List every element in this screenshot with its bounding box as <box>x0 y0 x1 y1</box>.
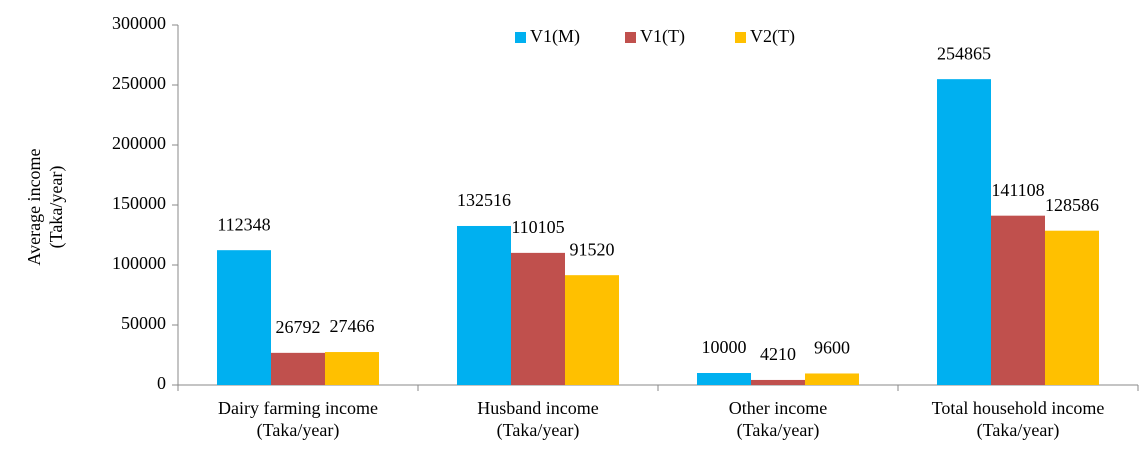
legend-label: V1(M) <box>530 26 580 47</box>
y-tick-label: 50000 <box>121 313 166 333</box>
legend-swatch <box>735 32 746 43</box>
y-axis-label: Average income (Taka/year) <box>24 148 66 266</box>
legend-label: V2(T) <box>750 26 795 47</box>
y-tick-label: 250000 <box>112 73 166 93</box>
y-tick-label: 200000 <box>112 133 166 153</box>
value-label: 132516 <box>457 190 511 210</box>
value-label: 254865 <box>937 43 991 63</box>
legend-label: V1(T) <box>640 26 685 47</box>
value-label: 110105 <box>511 217 564 237</box>
bar <box>565 275 619 385</box>
bar <box>1045 230 1099 385</box>
y-tick-label: 300000 <box>112 13 166 33</box>
value-label: 141108 <box>991 180 1044 200</box>
bar <box>511 252 565 385</box>
value-label: 112348 <box>217 214 270 234</box>
value-label: 9600 <box>814 338 850 358</box>
x-tick-label: Husband income (Taka/year) <box>477 398 599 440</box>
x-tick-label: Total household income (Taka/year) <box>931 398 1105 440</box>
value-label: 128586 <box>1045 195 1099 215</box>
y-tick-label: 0 <box>157 373 166 393</box>
legend-swatch <box>625 32 636 43</box>
bar <box>937 79 991 386</box>
value-label: 4210 <box>760 344 796 364</box>
value-label: 91520 <box>570 239 615 259</box>
bar <box>751 379 805 385</box>
bar <box>271 352 325 385</box>
x-tick-label: Dairy farming income (Taka/year) <box>218 398 378 440</box>
bar <box>457 225 511 385</box>
bar <box>697 373 751 385</box>
value-label: 26792 <box>276 317 321 337</box>
bar <box>217 250 271 385</box>
y-tick-label: 100000 <box>112 253 166 273</box>
value-label: 10000 <box>702 337 747 357</box>
bar <box>805 373 859 385</box>
legend-swatch <box>515 32 526 43</box>
bar <box>991 215 1045 385</box>
bar <box>325 352 379 385</box>
value-label: 27466 <box>330 316 375 336</box>
y-tick-label: 150000 <box>112 193 166 213</box>
x-tick-label: Other income (Taka/year) <box>728 398 828 440</box>
